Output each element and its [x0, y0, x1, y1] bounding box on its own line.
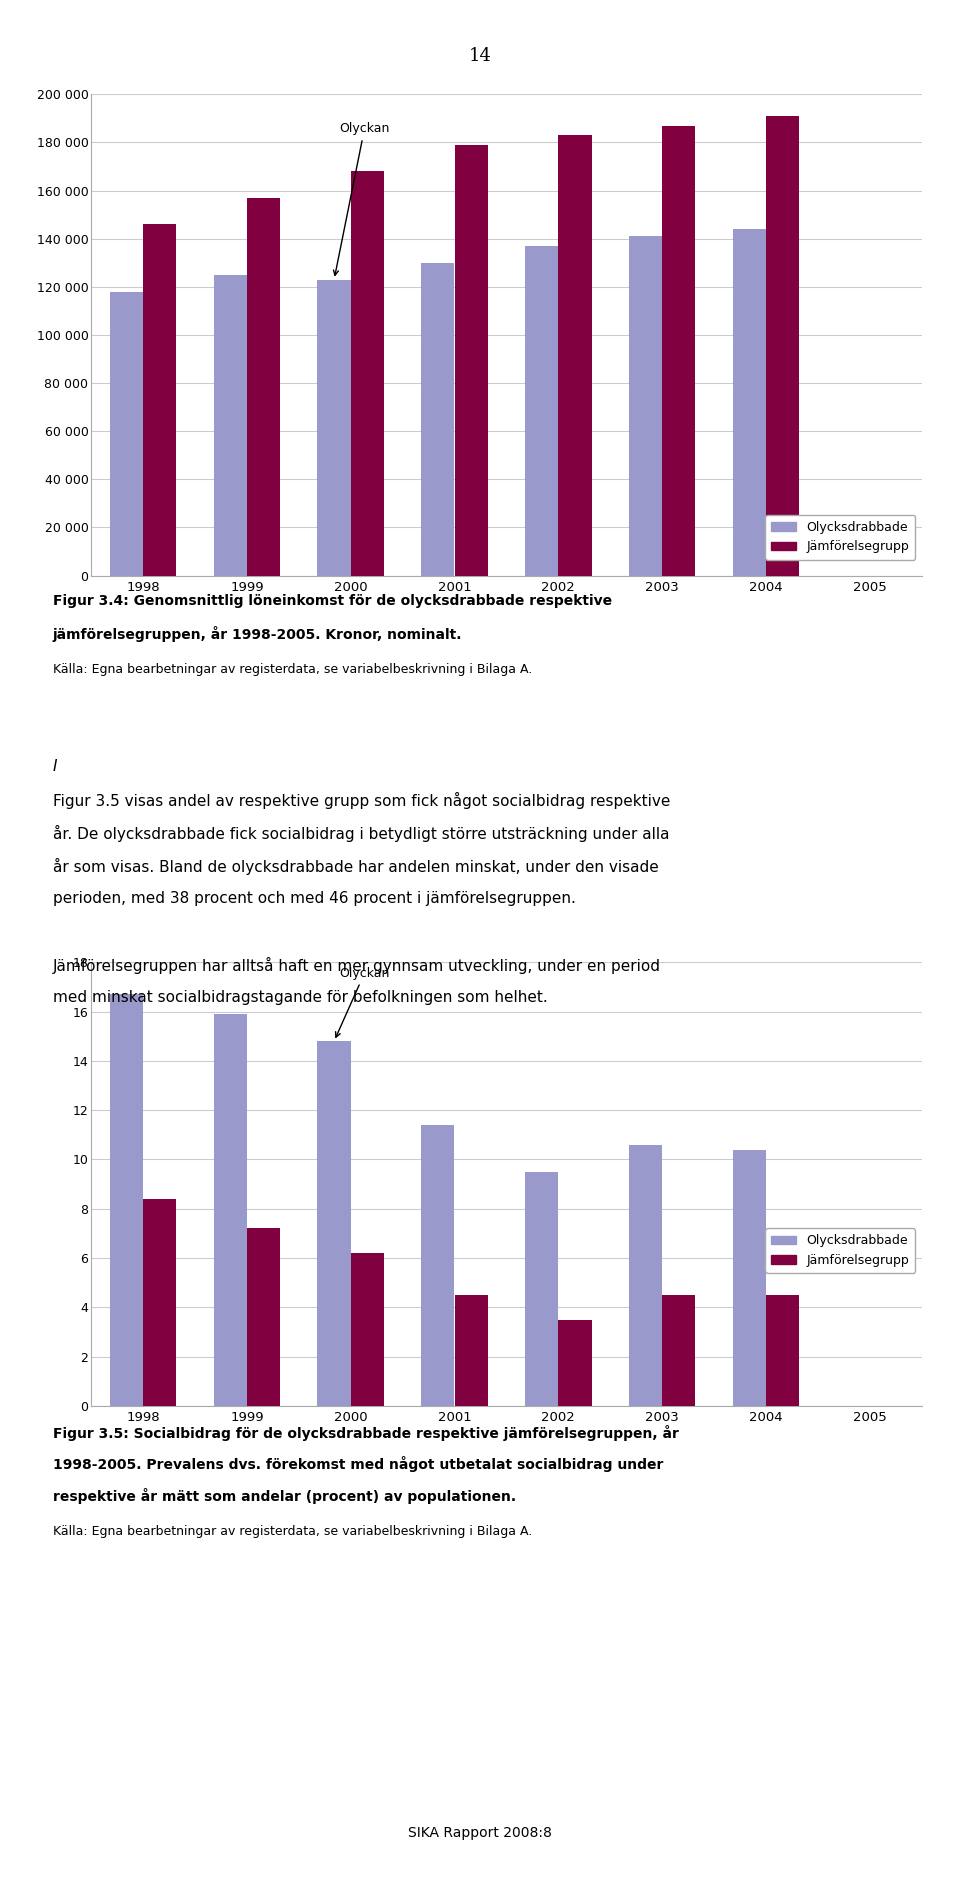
- Bar: [214, 276, 247, 576]
- Text: Jämförelsegruppen har alltså haft en mer gynnsam utveckling, under en period: Jämförelsegruppen har alltså haft en mer…: [53, 957, 660, 974]
- Text: Figur 3.4: Genomsnittlig löneinkomst för de olycksdrabbade respektive: Figur 3.4: Genomsnittlig löneinkomst för…: [53, 594, 612, 608]
- Bar: [350, 1253, 384, 1406]
- Bar: [247, 1228, 280, 1406]
- Legend: Olycksdrabbade, Jämförelsegrupp: Olycksdrabbade, Jämförelsegrupp: [765, 1228, 915, 1274]
- Bar: [766, 115, 799, 576]
- Bar: [421, 1125, 454, 1406]
- Bar: [109, 994, 143, 1406]
- Bar: [629, 1145, 662, 1406]
- Bar: [525, 1172, 559, 1406]
- Text: perioden, med 38 procent och med 46 procent i jämförelsegruppen.: perioden, med 38 procent och med 46 proc…: [53, 891, 576, 906]
- Text: Olyckan: Olyckan: [333, 123, 390, 276]
- Bar: [350, 172, 384, 576]
- Bar: [454, 1294, 488, 1406]
- Text: Olyckan: Olyckan: [336, 966, 390, 1038]
- Bar: [525, 245, 559, 576]
- Text: år som visas. Bland de olycksdrabbade har andelen minskat, under den visade: år som visas. Bland de olycksdrabbade ha…: [53, 857, 659, 876]
- Bar: [766, 1294, 799, 1406]
- Text: år. De olycksdrabbade fick socialbidrag i betydligt större utsträckning under al: år. De olycksdrabbade fick socialbidrag …: [53, 825, 669, 842]
- Text: jämförelsegruppen, år 1998-2005. Kronor, nominalt.: jämförelsegruppen, år 1998-2005. Kronor,…: [53, 626, 463, 642]
- Text: Källa: Egna bearbetningar av registerdata, se variabelbeskrivning i Bilaga A.: Källa: Egna bearbetningar av registerdat…: [53, 1525, 532, 1538]
- Bar: [454, 145, 488, 576]
- Text: 1998-2005. Prevalens dvs. förekomst med något utbetalat socialbidrag under: 1998-2005. Prevalens dvs. förekomst med …: [53, 1457, 663, 1472]
- Text: Figur 3.5 visas andel av respektive grupp som fick något socialbidrag respektive: Figur 3.5 visas andel av respektive grup…: [53, 791, 670, 810]
- Text: SIKA Rapport 2008:8: SIKA Rapport 2008:8: [408, 1827, 552, 1840]
- Bar: [109, 292, 143, 576]
- Bar: [662, 126, 695, 576]
- Bar: [732, 228, 766, 576]
- Bar: [143, 225, 177, 576]
- Bar: [559, 1319, 591, 1406]
- Legend: Olycksdrabbade, Jämförelsegrupp: Olycksdrabbade, Jämförelsegrupp: [765, 515, 915, 560]
- Text: 14: 14: [468, 47, 492, 66]
- Bar: [732, 1149, 766, 1406]
- Bar: [143, 1198, 177, 1406]
- Bar: [318, 1042, 350, 1406]
- Bar: [421, 262, 454, 576]
- Text: I: I: [53, 759, 58, 774]
- Text: med minskat socialbidragstagande för befolkningen som helhet.: med minskat socialbidragstagande för bef…: [53, 989, 547, 1004]
- Text: Figur 3.5: Socialbidrag för de olycksdrabbade respektive jämförelsegruppen, år: Figur 3.5: Socialbidrag för de olycksdra…: [53, 1425, 679, 1440]
- Text: respektive år mätt som andelar (procent) av populationen.: respektive år mätt som andelar (procent)…: [53, 1489, 516, 1504]
- Bar: [559, 136, 591, 576]
- Bar: [318, 279, 350, 576]
- Bar: [247, 198, 280, 576]
- Bar: [629, 236, 662, 576]
- Bar: [662, 1294, 695, 1406]
- Bar: [214, 1013, 247, 1406]
- Text: Källa: Egna bearbetningar av registerdata, se variabelbeskrivning i Bilaga A.: Källa: Egna bearbetningar av registerdat…: [53, 662, 532, 676]
